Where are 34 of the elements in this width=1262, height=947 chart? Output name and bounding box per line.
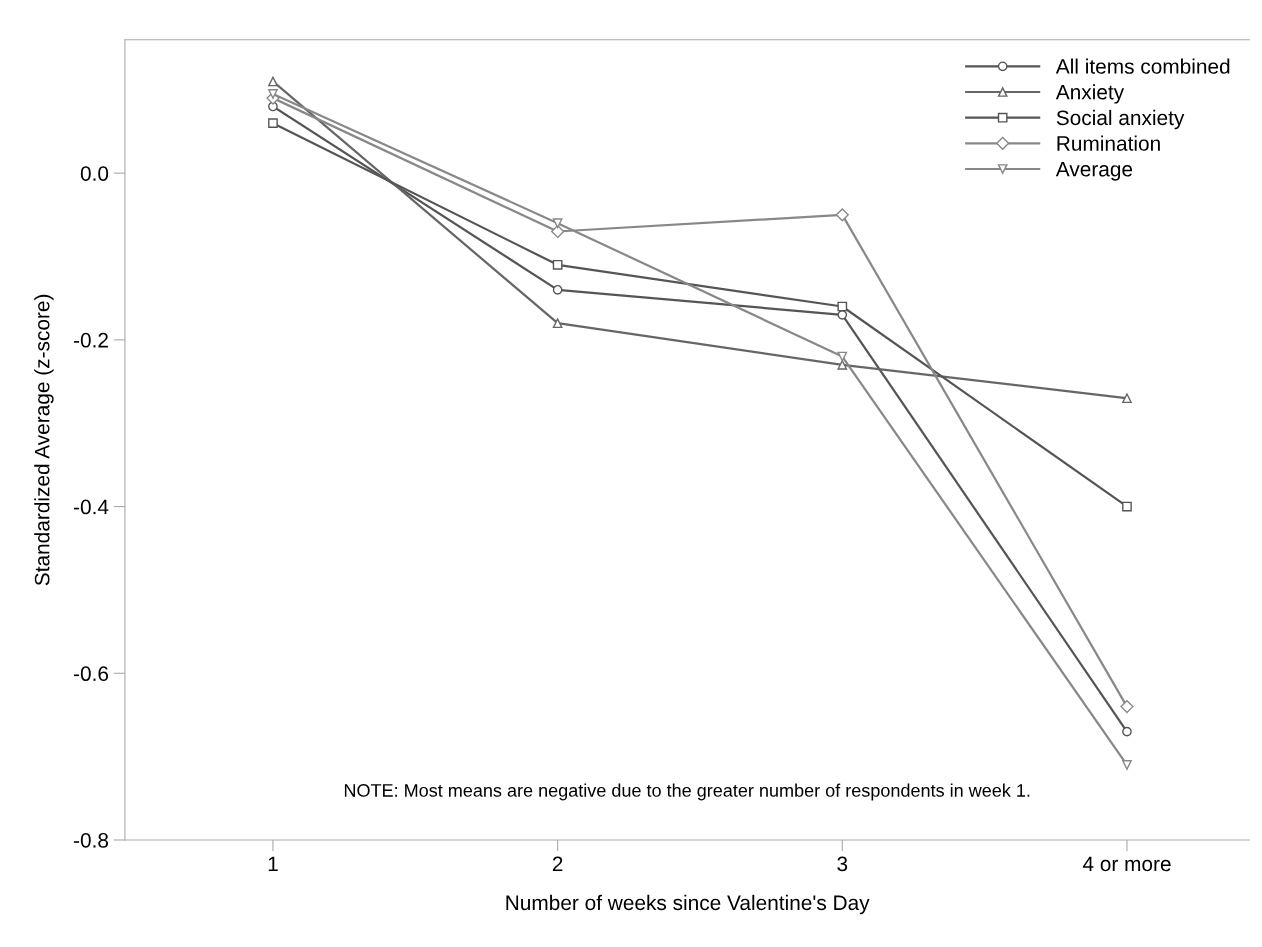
x-tick-label: 3: [837, 856, 848, 872]
y-tick-label: -0.8: [74, 832, 109, 848]
y-tick-label: -0.4: [74, 499, 109, 515]
point: [1122, 501, 1132, 512]
y-axis-title: Standardized Average (z-score): [34, 294, 54, 586]
point: [1120, 700, 1134, 714]
y-tick-label: -0.6: [74, 666, 109, 682]
x-axis-title: Number of weeks since Valentine's Day: [506, 894, 870, 915]
point: [551, 224, 565, 239]
point: [1122, 393, 1132, 404]
point: [837, 351, 848, 362]
legend-label: Social anxiety: [1056, 109, 1185, 130]
x-tick-label: 1: [268, 856, 278, 872]
legend-label: Rumination: [1057, 135, 1160, 151]
legend-label: All items combined: [1055, 58, 1230, 74]
legend-label: Anxiety: [1055, 84, 1125, 104]
point: [552, 284, 563, 295]
point: [1122, 760, 1132, 770]
point: [552, 259, 563, 270]
point: [1122, 726, 1132, 737]
y-tick-label: -0.2: [74, 332, 108, 348]
point: [268, 76, 278, 87]
point: [837, 301, 848, 312]
point: [552, 218, 563, 229]
point: [268, 89, 278, 99]
point: [268, 118, 278, 128]
point: [837, 359, 848, 370]
x-tick-label: 4 or more: [1082, 856, 1171, 872]
x-tick-label: 2: [552, 856, 563, 872]
point: [552, 318, 563, 329]
legend-label: Average: [1055, 161, 1133, 181]
annotation: NOTE: Most means are negative due to the greater number of respondents in week 1.: [344, 783, 1030, 801]
y-tick-label: 0.0: [80, 166, 109, 181]
point: [835, 208, 849, 222]
